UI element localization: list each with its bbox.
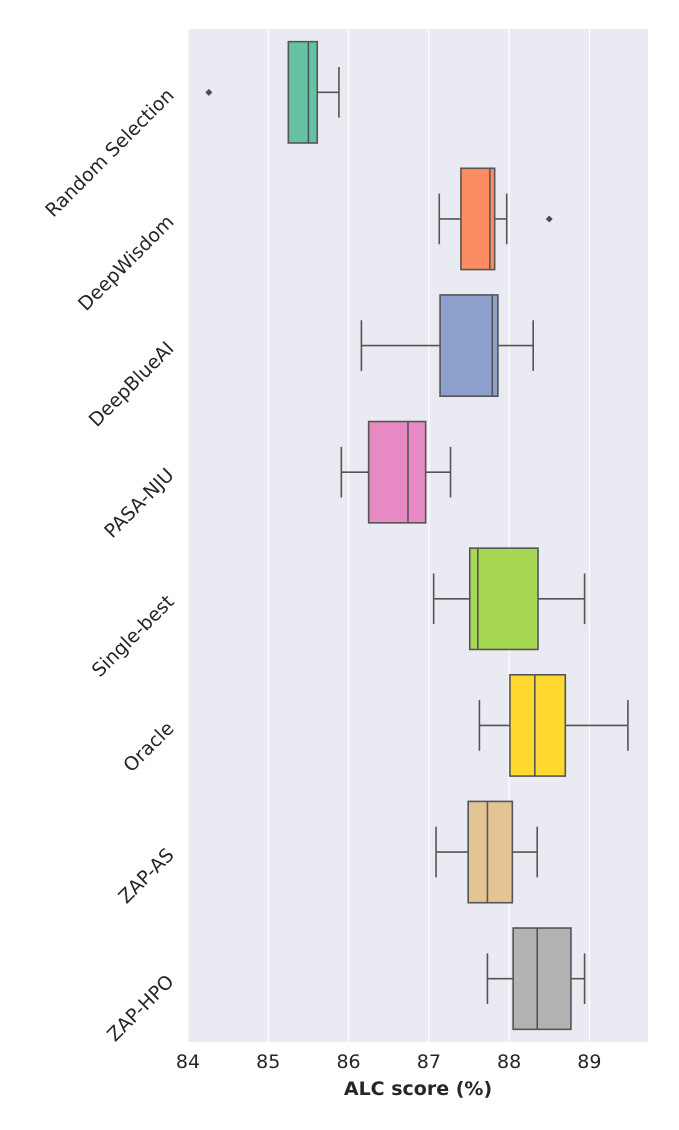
x-axis-ticks: 84 85 86 87 88 89 (176, 1051, 602, 1073)
y-category-label: DeepWisdom (74, 211, 179, 316)
box (468, 547, 539, 651)
box (287, 40, 319, 144)
box (439, 294, 499, 398)
x-tick-label: 86 (336, 1051, 360, 1073)
x-tick-label: 89 (577, 1051, 601, 1073)
y-category-label: PASA-NJU (100, 464, 178, 542)
box (367, 420, 427, 524)
y-category-label: Random Selection (41, 84, 178, 221)
y-category-label: ZAP-HPO (103, 971, 178, 1046)
x-tick-label: 84 (176, 1051, 200, 1073)
box-deepwisdom (438, 167, 553, 271)
box-oracle (478, 673, 629, 777)
y-category-label: DeepBlueAI (85, 338, 179, 432)
box-series (205, 40, 629, 1031)
box-zap-as (435, 800, 539, 904)
x-tick-label: 88 (497, 1051, 521, 1073)
y-category-label: Single-best (88, 591, 179, 682)
box (467, 800, 514, 904)
y-category-label: Oracle (119, 717, 178, 776)
box (512, 927, 572, 1031)
box-random-selection (205, 40, 340, 144)
box-zap-hpo (486, 927, 586, 1031)
outlier-marker (205, 88, 213, 96)
box-pasa-nju (340, 420, 452, 524)
y-category-label: ZAP-AS (114, 844, 178, 908)
x-tick-label: 85 (256, 1051, 280, 1073)
outlier-marker (545, 215, 553, 223)
x-tick-label: 87 (417, 1051, 441, 1073)
x-axis-title: ALC score (%) (344, 1078, 492, 1100)
box-deepblueai (360, 294, 535, 398)
box-single-best (432, 547, 586, 651)
box (509, 673, 567, 777)
plot-area (188, 29, 648, 1042)
box (460, 167, 496, 271)
gridlines (187, 29, 590, 1042)
